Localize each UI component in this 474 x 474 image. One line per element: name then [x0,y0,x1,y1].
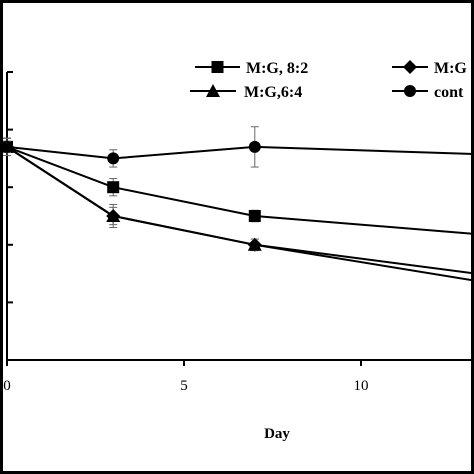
x-tick-label: 0 [3,378,11,394]
legend-label: M:G,6:4 [244,84,302,101]
legend-entry: cont [392,84,464,101]
legend-entry: M:G [392,60,467,77]
legend-label: M:G [434,60,467,77]
series-diamond [0,137,474,282]
legend: M:G, 8:2 M:G M:G,6:4 cont [190,60,467,101]
legend-label: cont [434,84,464,101]
series-triangle [0,137,474,275]
square-marker [107,181,120,194]
circle-marker [1,140,13,153]
series-line [6,146,474,282]
x-tick-label: 10 [354,378,369,394]
x-tick-label: 5 [180,378,188,394]
axes: 0510152025 [3,71,474,394]
circle-marker [248,140,261,153]
diamond-marker [403,60,417,74]
circle-marker [107,152,120,165]
triangle-marker [106,209,121,222]
series-line [6,146,474,275]
circle-marker [404,85,416,97]
triangle-marker [247,237,262,251]
series-layer [0,126,474,282]
square-marker [211,61,224,73]
triangle-marker [206,84,220,97]
series-circle [1,126,474,168]
legend-entry: M:G, 8:2 [195,60,308,77]
legend-entry: M:G,6:4 [190,84,302,101]
series-line [6,145,474,235]
x-axis-label: Day [264,426,290,442]
square-marker [248,210,261,222]
series-line [6,145,474,160]
legend-label: M:G, 8:2 [246,60,308,77]
